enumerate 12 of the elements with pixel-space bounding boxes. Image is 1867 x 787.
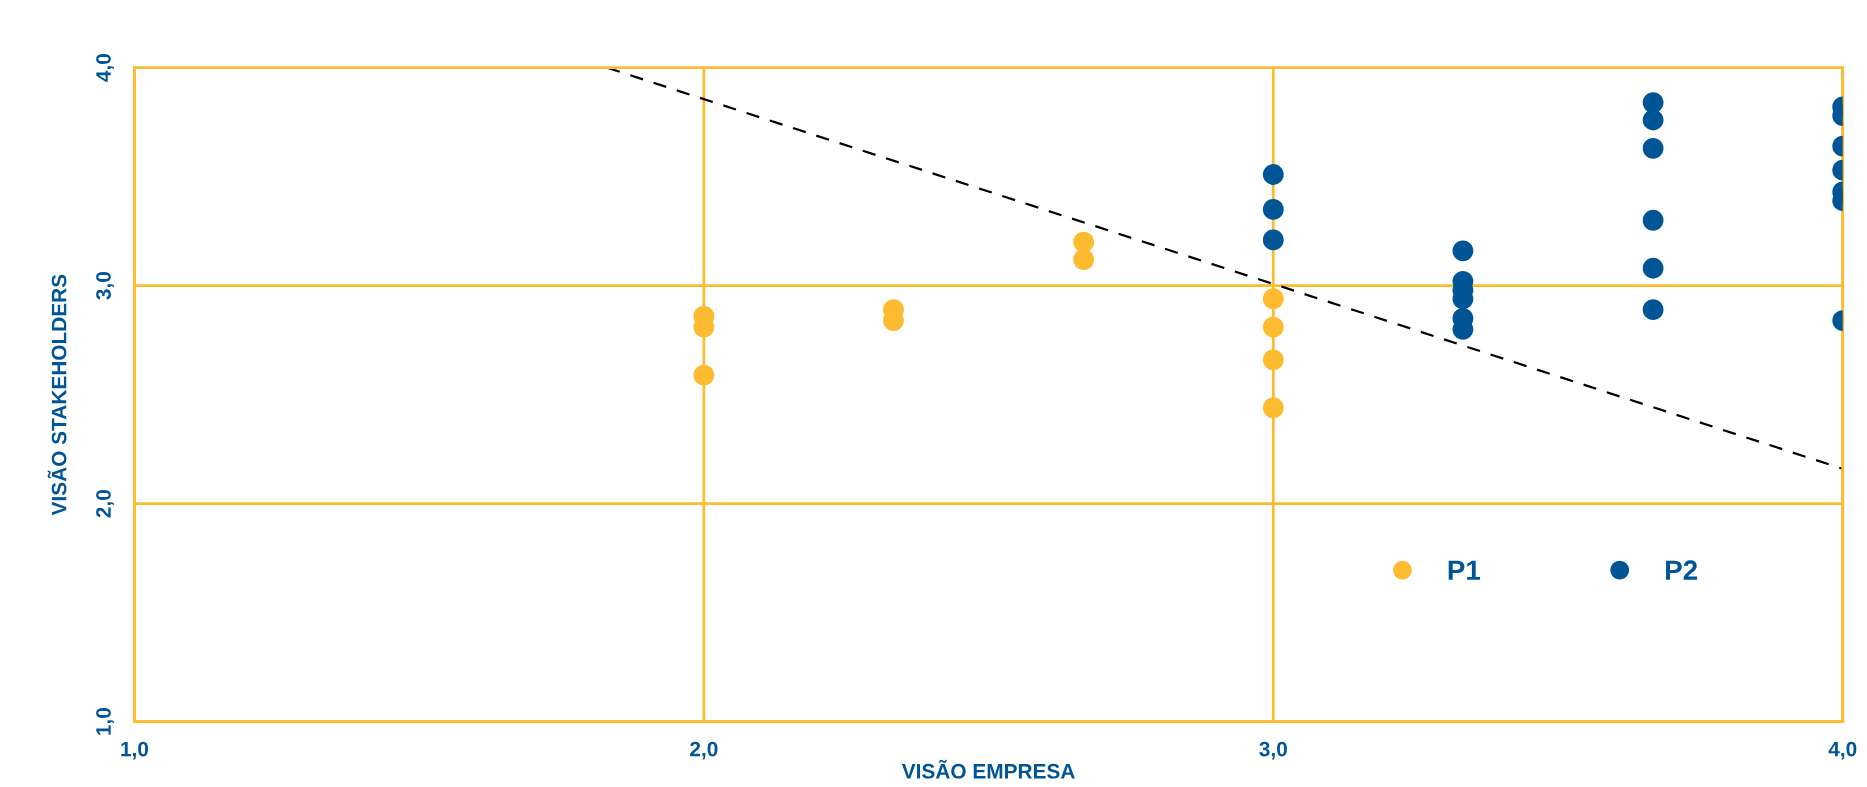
- x-tick-label: 3,0: [1259, 741, 1287, 760]
- y-axis-title: VISÃO STAKEHOLDERS: [47, 274, 67, 516]
- x-tick-label: 1,0: [121, 741, 149, 760]
- legend-label: P2: [1666, 560, 1698, 580]
- y-tick-label: 4,0: [96, 54, 114, 82]
- x-axis-title: VISÃO EMPRESA: [901, 759, 1075, 779]
- y-tick-label: 1,0: [96, 708, 114, 735]
- x-tick-label: 4,0: [1828, 741, 1857, 760]
- x-tick-label: 2,0: [690, 741, 718, 760]
- legend-label: P1: [1448, 560, 1481, 580]
- y-tick-label: 3,0: [96, 272, 114, 300]
- y-tick-label: 2,0: [96, 490, 114, 518]
